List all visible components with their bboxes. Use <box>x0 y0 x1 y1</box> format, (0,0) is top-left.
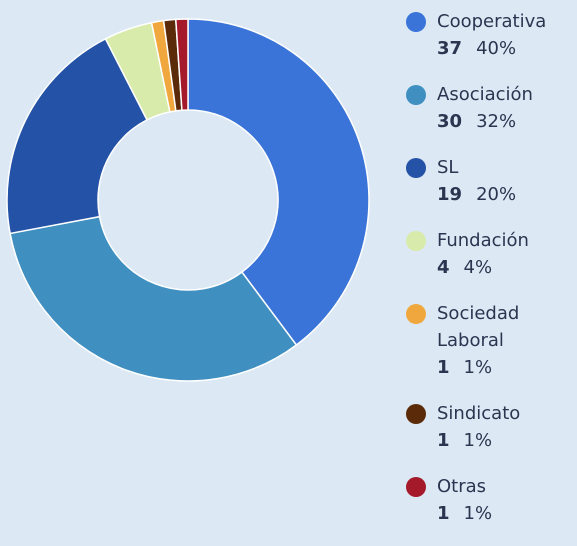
legend-item: Cooperativa 37 40% <box>405 8 577 62</box>
count-label: 1 <box>437 357 450 378</box>
percent-label: 1% <box>463 430 493 451</box>
count-label: 4 <box>437 257 450 278</box>
percent-label: 32% <box>476 111 517 132</box>
legend-item: SL 19 20% <box>405 154 577 208</box>
donut-segment <box>9 215 298 382</box>
percent-label: 20% <box>476 184 517 205</box>
legend-values: 1 1% <box>437 500 577 527</box>
donut-segment <box>6 37 149 235</box>
legend-label: Sociedad Laboral <box>437 303 520 351</box>
donut-segment <box>187 18 370 347</box>
legend-swatch <box>406 404 426 424</box>
chart <box>6 18 370 382</box>
legend-label: SL <box>437 157 459 178</box>
legend-label: Cooperativa <box>437 11 547 32</box>
legend-values: 37 40% <box>437 35 577 62</box>
count-label: 1 <box>437 430 450 451</box>
legend-swatch <box>406 85 426 105</box>
legend-swatch <box>406 158 426 178</box>
donut-segment <box>174 18 189 112</box>
legend-label: Fundación <box>437 230 529 251</box>
percent-label: 40% <box>476 38 517 59</box>
legend-values: 1 1% <box>437 427 577 454</box>
percent-label: 1% <box>463 503 493 524</box>
legend-values: 30 32% <box>437 108 577 135</box>
percent-label: 4% <box>463 257 493 278</box>
legend-values: 4 4% <box>437 254 577 281</box>
legend-swatch <box>406 477 426 497</box>
legend-values: 1 1% <box>437 354 577 381</box>
legend-label: Otras <box>437 476 487 497</box>
legend-item: Fundación 4 4% <box>405 227 577 281</box>
count-label: 19 <box>437 184 463 205</box>
legend-item: Sindicato 1 1% <box>405 400 577 454</box>
count-label: 1 <box>437 503 450 524</box>
count-label: 30 <box>437 111 463 132</box>
legend-swatch <box>406 231 426 251</box>
page: {"chart_data": {"type": "donut", "catego… <box>6 11 547 524</box>
legend-item: Asociación 30 32% <box>405 81 577 135</box>
legend-swatch <box>406 304 426 324</box>
legend-item: Otras 1 1% <box>405 473 577 527</box>
legend-values: 19 20% <box>437 181 577 208</box>
percent-label: 1% <box>463 357 493 378</box>
legend-item: Sociedad Laboral 1 1% <box>405 300 577 381</box>
legend-label: Sindicato <box>437 403 521 424</box>
count-label: 37 <box>437 38 463 59</box>
legend-label: Asociación <box>437 84 533 105</box>
legend: Cooperativa 37 40% Asociación 30 32% SL 19 20% Fu… <box>405 8 577 546</box>
legend-swatch <box>406 12 426 32</box>
